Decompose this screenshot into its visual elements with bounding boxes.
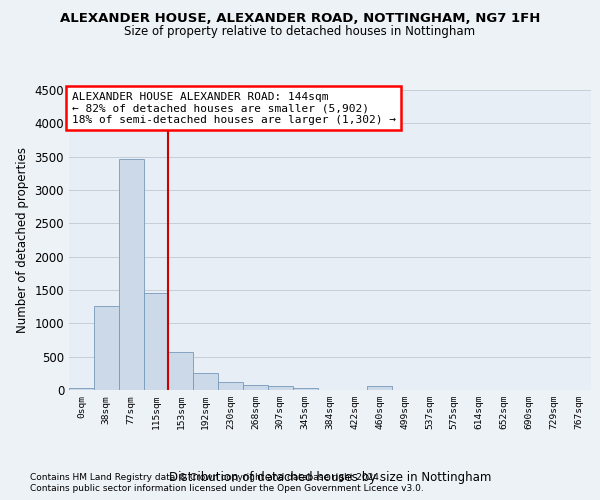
- Bar: [169, 352, 193, 390]
- Text: Contains HM Land Registry data © Crown copyright and database right 2024.: Contains HM Land Registry data © Crown c…: [30, 472, 382, 482]
- Bar: [94, 306, 119, 390]
- Bar: [218, 382, 243, 390]
- Bar: [293, 388, 317, 390]
- Text: Contains public sector information licensed under the Open Government Licence v3: Contains public sector information licen…: [30, 484, 424, 493]
- Bar: [268, 386, 293, 390]
- Bar: [367, 386, 392, 390]
- Bar: [69, 388, 94, 390]
- Bar: [119, 158, 143, 390]
- Bar: [143, 294, 169, 390]
- Y-axis label: Number of detached properties: Number of detached properties: [16, 147, 29, 333]
- Text: ALEXANDER HOUSE, ALEXANDER ROAD, NOTTINGHAM, NG7 1FH: ALEXANDER HOUSE, ALEXANDER ROAD, NOTTING…: [60, 12, 540, 26]
- Bar: [243, 384, 268, 390]
- Text: ALEXANDER HOUSE ALEXANDER ROAD: 144sqm
← 82% of detached houses are smaller (5,9: ALEXANDER HOUSE ALEXANDER ROAD: 144sqm ←…: [71, 92, 395, 124]
- Bar: [193, 374, 218, 390]
- Text: Size of property relative to detached houses in Nottingham: Size of property relative to detached ho…: [124, 25, 476, 38]
- X-axis label: Distribution of detached houses by size in Nottingham: Distribution of detached houses by size …: [169, 471, 491, 484]
